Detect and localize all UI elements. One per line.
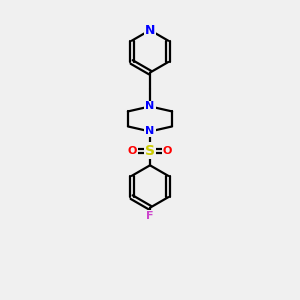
Text: O: O: [128, 146, 137, 156]
Text: O: O: [163, 146, 172, 156]
Text: N: N: [146, 126, 154, 136]
Text: F: F: [146, 211, 154, 221]
Text: N: N: [146, 101, 154, 111]
Text: N: N: [145, 24, 155, 37]
Text: S: S: [145, 144, 155, 158]
